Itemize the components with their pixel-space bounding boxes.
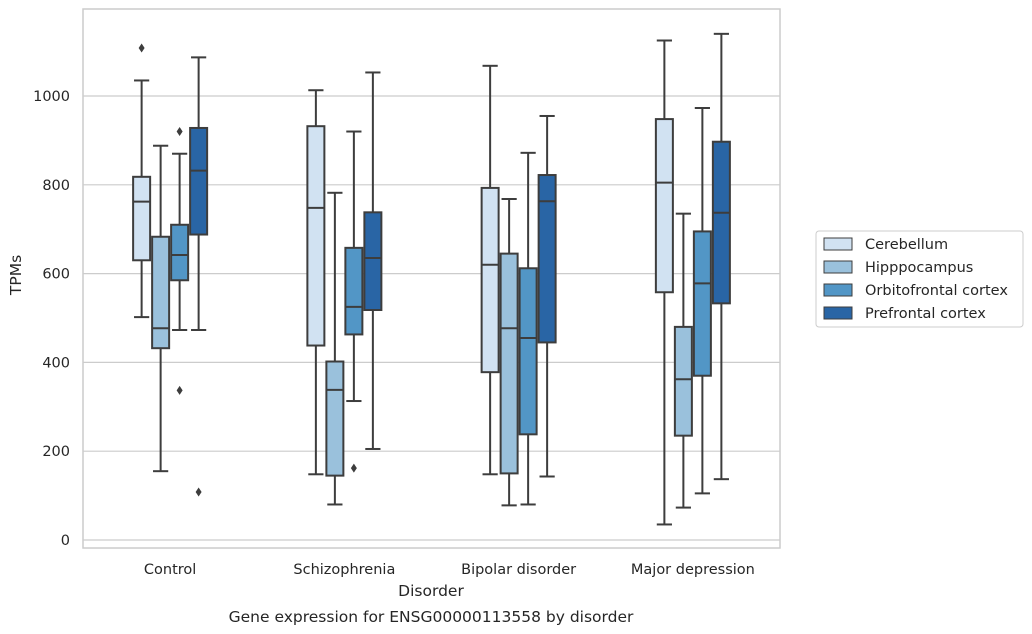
box-prefrontal-cortex	[711, 32, 731, 481]
x-tick-label: Major depression	[631, 562, 755, 578]
x-tick-label: Bipolar disorder	[461, 562, 576, 578]
box-orbitofrontal-cortex	[170, 127, 190, 395]
box-iqr	[711, 140, 731, 305]
outlier-point	[176, 385, 183, 395]
outlier-point	[350, 463, 357, 473]
box-iqr	[518, 267, 538, 436]
grid-lines	[83, 95, 780, 541]
legend: Cerebellum Hipppocampus Orbitofrontal cort…	[815, 230, 1024, 328]
box-iqr	[344, 246, 364, 336]
box-iqr	[189, 126, 209, 236]
box-cerebellum	[480, 64, 500, 476]
legend-swatch	[823, 260, 853, 274]
box-iqr	[325, 360, 345, 477]
box-orbitofrontal-cortex	[344, 130, 364, 473]
legend-frame	[815, 230, 1024, 328]
box-iqr	[673, 325, 693, 437]
y-tick-label: 800	[42, 178, 70, 194]
box-prefrontal-cortex	[189, 56, 209, 497]
box-prefrontal-cortex	[537, 114, 557, 478]
outlier-point	[195, 487, 202, 497]
x-axis-label: Disorder	[398, 582, 464, 600]
legend-swatch	[823, 237, 853, 251]
box-plots	[132, 32, 731, 526]
y-axis-ticks: 0 200 400 600 800 1000	[33, 89, 70, 549]
legend-entry: Prefrontal cortex	[865, 306, 986, 322]
box-prefrontal-cortex	[363, 71, 383, 450]
x-tick-label: Schizophrenia	[293, 562, 395, 578]
legend-entry: Orbitofrontal cortex	[865, 283, 1008, 299]
x-axis-ticks: Control Schizophrenia Bipolar disorder Majo…	[144, 562, 755, 578]
y-tick-label: 1000	[33, 89, 70, 105]
y-tick-label: 400	[42, 355, 70, 371]
x-tick-label: Control	[144, 562, 196, 578]
box-orbitofrontal-cortex	[518, 151, 538, 506]
box-hipppocampus	[325, 191, 345, 506]
box-iqr	[537, 174, 557, 344]
box-iqr	[132, 175, 152, 262]
box-cerebellum	[132, 43, 152, 319]
box-orbitofrontal-cortex	[692, 106, 712, 495]
legend-entry: Cerebellum	[865, 237, 948, 253]
chart-caption: Gene expression for ENSG00000113558 by d…	[229, 608, 634, 626]
plot-frame	[82, 8, 781, 549]
box-iqr	[306, 125, 326, 347]
box-iqr	[654, 118, 674, 294]
legend-swatch	[823, 283, 853, 297]
outlier-point	[138, 43, 145, 53]
box-hipppocampus	[151, 144, 171, 473]
outlier-point	[176, 127, 183, 137]
y-tick-label: 200	[42, 444, 70, 460]
box-iqr	[499, 252, 519, 475]
box-cerebellum	[306, 89, 326, 476]
legend-entry: Hipppocampus	[865, 260, 973, 276]
box-iqr	[363, 211, 383, 312]
box-iqr	[151, 235, 171, 350]
y-tick-label: 0	[61, 533, 70, 549]
box-iqr	[480, 186, 500, 374]
box-hipppocampus	[499, 198, 519, 507]
box-cerebellum	[654, 39, 674, 526]
box-iqr	[170, 223, 190, 282]
y-tick-label: 600	[42, 267, 70, 283]
y-axis-label: TPMs	[7, 255, 25, 296]
box-iqr	[692, 230, 712, 377]
box-hipppocampus	[673, 212, 693, 509]
legend-swatch	[823, 306, 853, 320]
